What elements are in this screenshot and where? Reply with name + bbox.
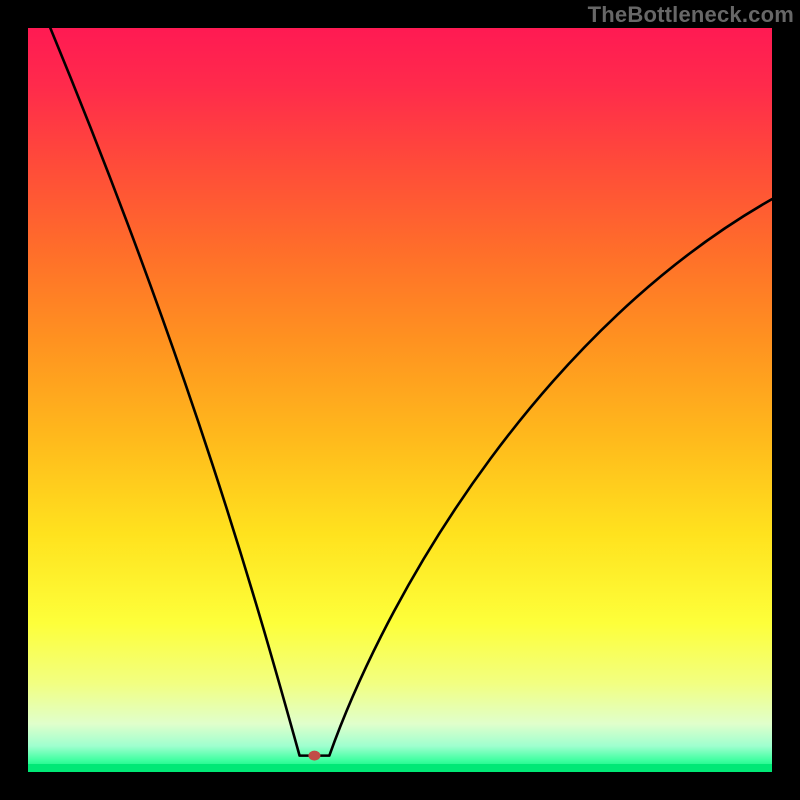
plot-area — [28, 28, 772, 772]
watermark-text: TheBottleneck.com — [588, 2, 794, 28]
optimal-point-marker — [308, 751, 320, 761]
chart-container: TheBottleneck.com — [0, 0, 800, 800]
chart-svg — [28, 28, 772, 772]
